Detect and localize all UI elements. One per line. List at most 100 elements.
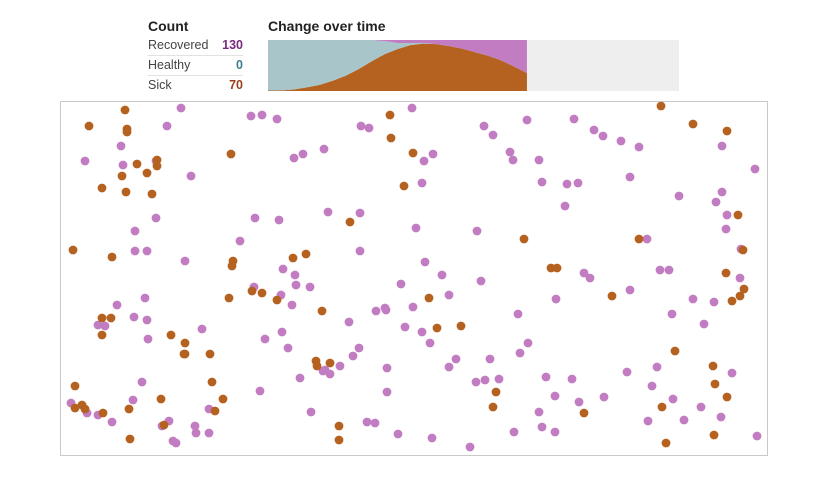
recovered-dot: [696, 402, 706, 412]
recovered-dot: [428, 149, 438, 159]
recovered-dot: [479, 121, 489, 131]
recovered-dot: [393, 429, 403, 439]
recovered-dot: [472, 226, 482, 236]
recovered-dot: [291, 280, 301, 290]
sick-dot: [607, 291, 617, 301]
recovered-dot: [667, 309, 677, 319]
recovered-dot: [137, 377, 147, 387]
recovered-dot: [143, 334, 153, 344]
recovered-dot: [550, 427, 560, 437]
recovered-dot: [647, 381, 657, 391]
recovered-dot: [427, 433, 437, 443]
recovered-dot: [400, 322, 410, 332]
recovered-dot: [523, 338, 533, 348]
sick-dot: [385, 110, 395, 120]
recovered-dot: [197, 324, 207, 334]
recovered-dot: [721, 224, 731, 234]
recovered-dot: [550, 391, 560, 401]
recovered-dot: [408, 302, 418, 312]
sick-dot: [709, 430, 719, 440]
recovered-dot: [494, 374, 504, 384]
recovered-dot: [129, 312, 139, 322]
recovered-dot: [625, 285, 635, 295]
recovered-dot: [569, 114, 579, 124]
count-row-sick: Sick 70: [148, 76, 243, 95]
healthy-count: 0: [236, 58, 243, 72]
recovered-dot: [750, 164, 760, 174]
recovered-dot: [471, 377, 481, 387]
recovered-dot: [290, 270, 300, 280]
recovered-dot: [560, 201, 570, 211]
recovered-dot: [204, 428, 214, 438]
recovered-dot: [305, 282, 315, 292]
sick-dot: [97, 330, 107, 340]
sick-dot: [97, 313, 107, 323]
sick-dot: [156, 394, 166, 404]
sick-dot: [670, 346, 680, 356]
sick-dot: [257, 288, 267, 298]
sick-dot: [733, 210, 743, 220]
recovered-dot: [411, 223, 421, 233]
recovered-dot: [355, 208, 365, 218]
recovered-dot: [162, 121, 172, 131]
recovered-dot: [480, 375, 490, 385]
recovered-dot: [130, 246, 140, 256]
recovered-dot: [142, 246, 152, 256]
recovered-dot: [616, 136, 626, 146]
sick-dot: [84, 121, 94, 131]
recovered-dot: [425, 338, 435, 348]
count-row-recovered: Recovered 130: [148, 36, 243, 56]
recovered-dot: [534, 407, 544, 417]
recovered-dot: [306, 407, 316, 417]
healthy-area-series: [268, 40, 527, 91]
sick-dot: [205, 349, 215, 359]
recovered-dot: [370, 418, 380, 428]
sick-dot: [117, 171, 127, 181]
recovered-dot: [407, 103, 417, 113]
sick-dot: [325, 358, 335, 368]
recovered-dot: [298, 149, 308, 159]
recovered-dot: [509, 427, 519, 437]
sick-dot: [247, 286, 257, 296]
sick-dot: [77, 400, 87, 410]
recovered-dot: [643, 416, 653, 426]
sick-dot: [107, 252, 117, 262]
sick-dot: [142, 168, 152, 178]
sick-dot: [579, 408, 589, 418]
recovered-dot: [260, 334, 270, 344]
recovered-dot: [437, 270, 447, 280]
sick-dot: [708, 361, 718, 371]
recovered-dot: [655, 265, 665, 275]
sick-dot: [97, 183, 107, 193]
sick-dot: [224, 293, 234, 303]
recovered-dot: [562, 179, 572, 189]
recovered-dot: [116, 141, 126, 151]
recovered-dot: [485, 354, 495, 364]
recovered-dot: [364, 123, 374, 133]
sick-dot: [125, 434, 135, 444]
recovered-dot: [664, 265, 674, 275]
count-row-healthy: Healthy 0: [148, 56, 243, 76]
sick-dot: [657, 402, 667, 412]
recovered-dot: [417, 327, 427, 337]
recovered-dot: [176, 103, 186, 113]
recovered-dot: [323, 207, 333, 217]
recovered-count: 130: [222, 38, 243, 52]
sick-dot: [301, 249, 311, 259]
recovered-dot: [325, 369, 335, 379]
recovered-dot: [277, 327, 287, 337]
sick-dot: [456, 321, 466, 331]
sick-dot: [68, 245, 78, 255]
recovered-dot: [140, 293, 150, 303]
sick-dot: [552, 263, 562, 273]
sick-dot: [226, 149, 236, 159]
recovered-dot: [722, 210, 732, 220]
recovered-dot: [513, 309, 523, 319]
recovered-dot: [522, 115, 532, 125]
sick-dot: [132, 159, 142, 169]
recovered-dot: [362, 417, 372, 427]
recovered-dot: [534, 155, 544, 165]
recovered-label: Recovered: [148, 38, 209, 52]
recovered-dot: [130, 226, 140, 236]
recovered-dot: [348, 351, 358, 361]
